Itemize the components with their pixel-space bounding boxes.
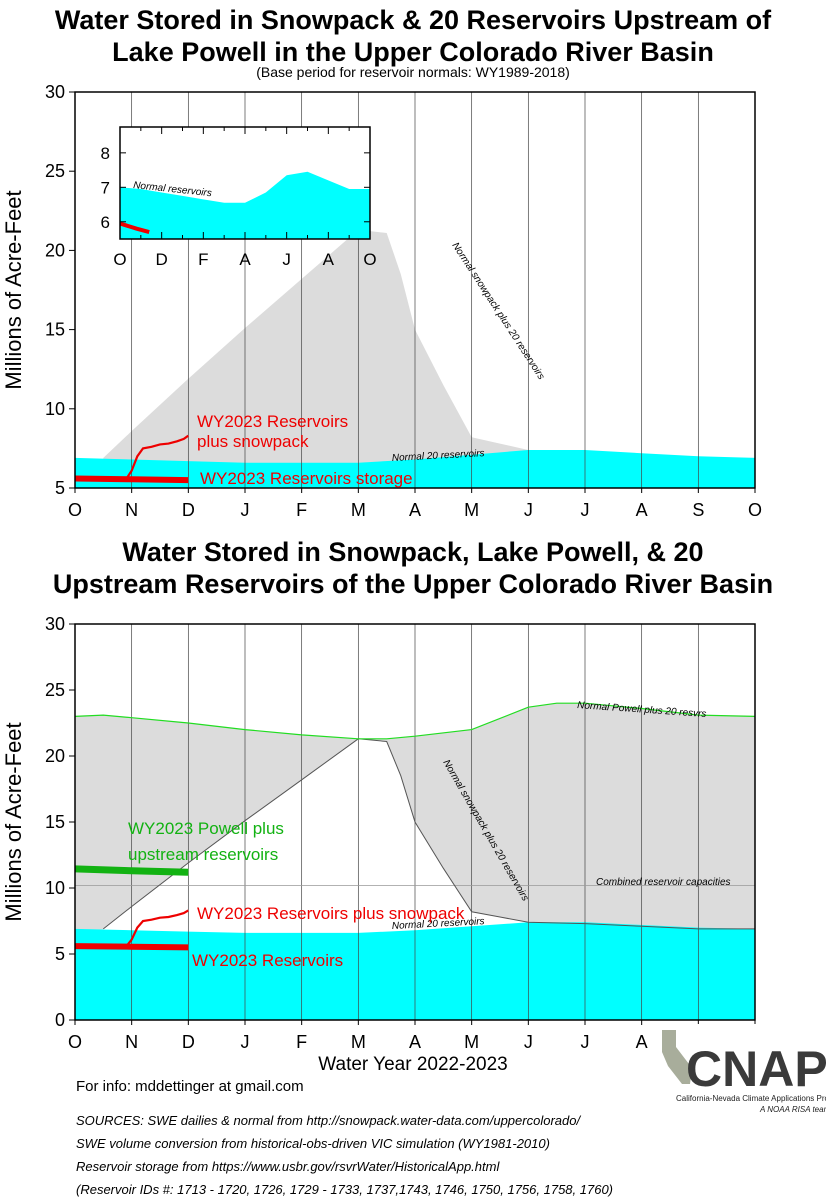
chart-2-x-tick-label: J [581, 1032, 590, 1052]
footer: For info: mddettinger at gmail.com SOURC… [76, 1078, 613, 1197]
footer-source-2: SWE volume conversion from historical-ob… [76, 1136, 550, 1151]
chart-2-series-wy2023-reservoirs [75, 943, 189, 951]
chart-1-x-tick-label: N [125, 500, 138, 520]
chart-1-series-normal-snowpack-plus-20-reservoirs [103, 229, 755, 488]
chart-2-label-normal-reservoirs: Normal 20 reservoirs [392, 916, 485, 932]
chart-1-y-tick-label: 5 [55, 478, 65, 498]
chart-1-x-tick-label: F [296, 500, 307, 520]
cnap-logo: CNAP California-Nevada Climate Applicati… [656, 1024, 826, 1142]
chart-1-x-tick-label: O [748, 500, 762, 520]
chart-1-label-wy2023-plus-snowpack-line-1: WY2023 Reservoirs [197, 412, 348, 431]
chart-2-x-tick-label: M [464, 1032, 479, 1052]
chart-1-y-tick-label: 10 [45, 399, 65, 419]
chart-1-y-tick-label: 15 [45, 320, 65, 340]
inset-series-normal-reservoirs [120, 171, 370, 239]
chart-1: Water Stored in Snowpack & 20 Reservoirs… [1, 5, 772, 520]
chart-2-label-wy2023-powell-line-2: upstream reservoirs [128, 845, 278, 864]
chart-2-series-normal-powell-plus-20-resvrs [75, 702, 755, 740]
chart-2-label-wy2023-powell-line-1: WY2023 Powell plus [128, 819, 284, 838]
chart-1-y-tick-label: 20 [45, 240, 65, 260]
chart-2-y-axis-label: Millions of Acre-Feet [1, 722, 26, 921]
chart-1-y-tick-label: 30 [45, 82, 65, 102]
chart-2-x-tick-label: J [241, 1032, 250, 1052]
chart-1-title-line-1: Water Stored in Snowpack & 20 Reservoirs… [55, 5, 772, 35]
chart-2-x-tick-label: F [296, 1032, 307, 1052]
inset-x-tick-label: J [282, 250, 291, 269]
chart-2-label-capacity: Combined reservoir capacities [596, 877, 731, 888]
logo-wordmark: CNAP [686, 1041, 826, 1097]
footer-source-3: Reservoir storage from https://www.usbr.… [76, 1159, 500, 1174]
chart-2-x-tick-label: A [636, 1032, 648, 1052]
chart-1-x-tick-label: J [241, 500, 250, 520]
inset-lines [120, 221, 150, 235]
chart-2-series-wy2023-powell-plus-upstream-reservoirs [75, 865, 189, 876]
chart-2-y-tick-label: 25 [45, 680, 65, 700]
chart-1-x-tick-label: M [351, 500, 366, 520]
chart-1-series-wy2023-reservoirs-plus-snowpack [75, 434, 189, 481]
inset-x-tick-label: O [113, 250, 126, 269]
chart-2-series-normal-snowpack-plus-20-reservoirs [102, 738, 755, 930]
chart-2-title-line-2: Upstream Reservoirs of the Upper Colorad… [53, 569, 773, 599]
chart-2-y-tick-label: 30 [45, 614, 65, 634]
chart-1-x-tick-label: A [409, 500, 421, 520]
chart-1-y-axis-label: Millions of Acre-Feet [1, 190, 26, 389]
chart-2: Water Stored in Snowpack, Lake Powell, &… [1, 537, 773, 1075]
inset-x-tick-label: O [363, 250, 376, 269]
footer-info: For info: mddettinger at gmail.com [76, 1078, 304, 1095]
chart-2-y-tick-label: 0 [55, 1010, 65, 1030]
chart-2-series-wy2023-reservoirs-plus-snowpack [75, 909, 189, 948]
chart-1-lines [75, 434, 189, 484]
chart-1-y-tick-label: 25 [45, 161, 65, 181]
chart-1-subtitle: (Base period for reservoir normals: WY19… [256, 64, 570, 80]
footer-source-4: (Reservoir IDs #: 1713 - 1720, 1726, 172… [76, 1182, 613, 1197]
chart-2-label-wy2023-plus-snowpack: WY2023 Reservoirs plus snowpack [197, 904, 465, 923]
chart-2-y-tick-label: 20 [45, 746, 65, 766]
chart-1-x-tick-label: S [692, 500, 704, 520]
chart-2-x-tick-label: J [524, 1032, 533, 1052]
chart-1-series-wy2023-reservoirs-storage [75, 475, 189, 484]
chart-2-x-tick-label: N [125, 1032, 138, 1052]
inset-series-wy2023 [120, 221, 150, 235]
inset-x-tick-label: D [156, 250, 168, 269]
inset-y-tick-label: 8 [101, 144, 110, 163]
logo-subtitle: California-Nevada Climate Applications P… [676, 1094, 826, 1103]
chart-1-title-line-2: Lake Powell in the Upper Colorado River … [112, 37, 714, 67]
chart-1-label-normal-snowpack: Normal snowpack plus 20 reservoirs [449, 241, 546, 382]
chart-2-x-tick-label: M [351, 1032, 366, 1052]
chart-2-title-line-1: Water Stored in Snowpack, Lake Powell, &… [122, 537, 703, 567]
chart-2-x-tick-label: A [409, 1032, 421, 1052]
chart-1-label-normal-reservoirs: Normal 20 reservoirs [392, 448, 485, 464]
inset-y-tick-label: 7 [101, 178, 110, 197]
chart-2-x-tick-label: O [68, 1032, 82, 1052]
california-map-icon [662, 1030, 692, 1084]
footer-source-1: SOURCES: SWE dailies & normal from http:… [76, 1113, 581, 1128]
chart-1-x-tick-label: J [581, 500, 590, 520]
chart-1-label-wy2023-storage: WY2023 Reservoirs storage [200, 469, 413, 488]
inset-x-tick-label: F [198, 250, 208, 269]
inset-y-tick-label: 6 [101, 213, 110, 232]
chart-2-x-tick-label: D [182, 1032, 195, 1052]
chart-2-lines [75, 702, 755, 951]
inset-x-tick-label: A [239, 250, 251, 269]
chart-2-label-wy2023-reservoirs: WY2023 Reservoirs [192, 951, 343, 970]
chart-2-y-tick-label: 15 [45, 812, 65, 832]
chart-1-x-tick-label: A [636, 500, 648, 520]
logo-tagline: A NOAA RISA team [759, 1105, 826, 1114]
chart-1-x-tick-label: D [182, 500, 195, 520]
chart-1-x-tick-label: M [464, 500, 479, 520]
inset-x-tick-label: A [323, 250, 335, 269]
chart-1-x-tick-label: J [524, 500, 533, 520]
chart-1-label-wy2023-plus-snowpack-line-2: plus snowpack [197, 432, 309, 451]
chart-1-x-tick-label: O [68, 500, 82, 520]
chart-2-y-tick-label: 5 [55, 944, 65, 964]
chart-2-x-axis-label: Water Year 2022-2023 [318, 1054, 507, 1075]
inset-fills [120, 171, 370, 239]
chart-2-y-tick-label: 10 [45, 878, 65, 898]
